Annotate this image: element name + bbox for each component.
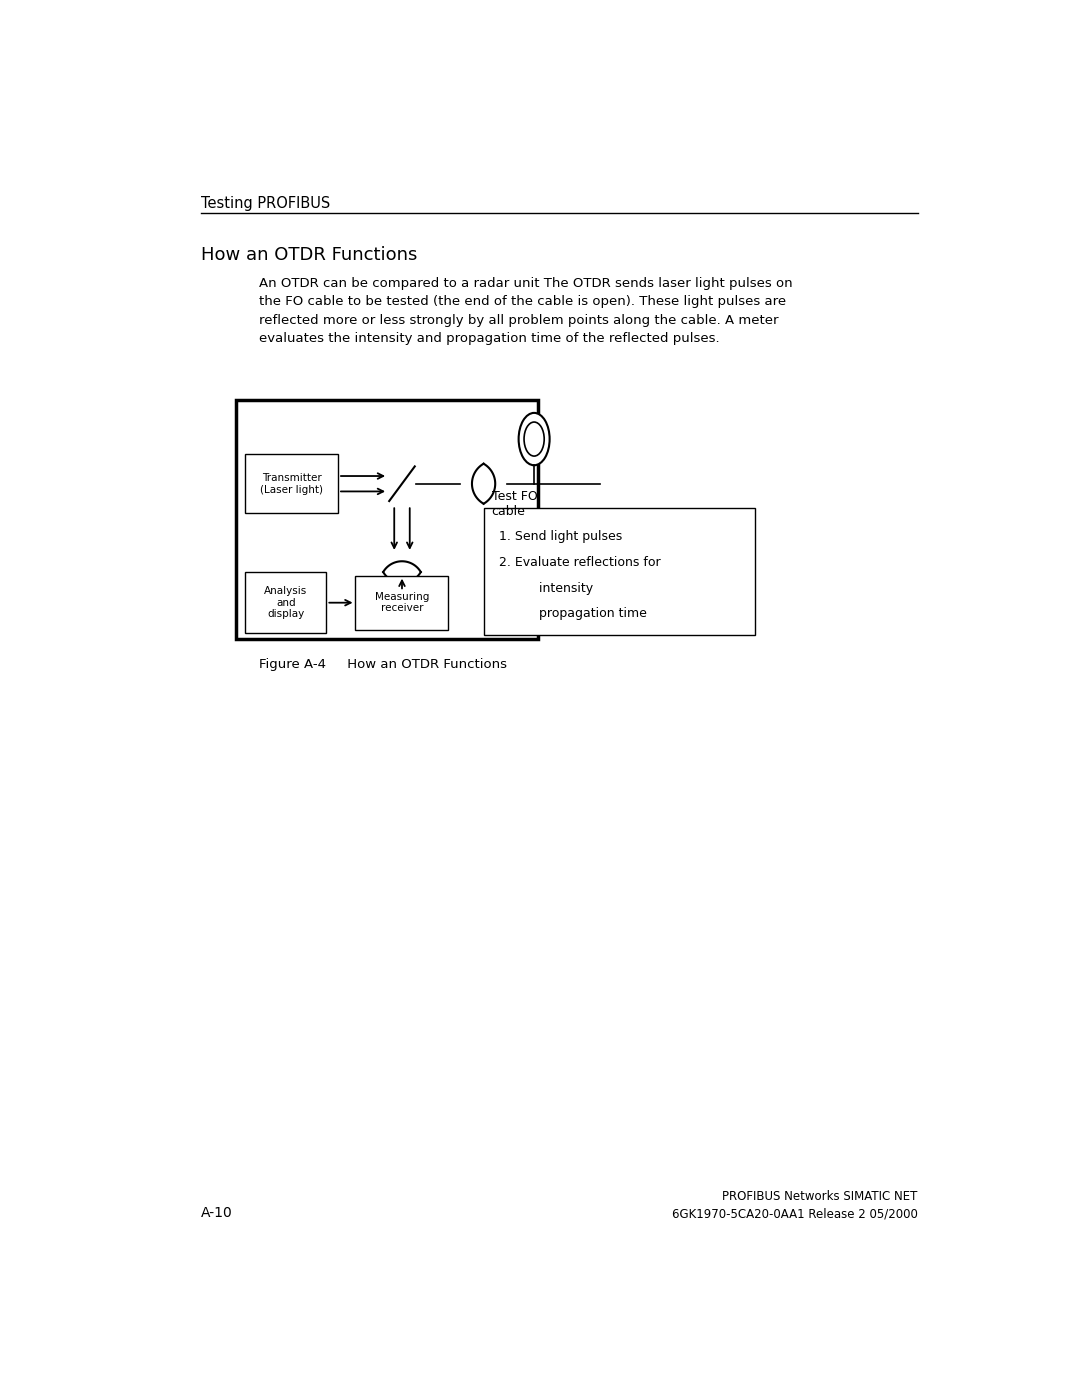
Text: An OTDR can be compared to a radar unit The OTDR sends laser light pulses on
the: An OTDR can be compared to a radar unit … <box>259 277 793 345</box>
Text: How an OTDR Functions: How an OTDR Functions <box>201 246 417 264</box>
Text: propagation time: propagation time <box>518 608 647 620</box>
Text: Testing PROFIBUS: Testing PROFIBUS <box>201 196 330 211</box>
Bar <box>235 400 538 638</box>
Ellipse shape <box>524 422 544 455</box>
Text: Measuring
receiver: Measuring receiver <box>375 592 429 613</box>
Text: intensity: intensity <box>518 583 593 595</box>
Bar <box>245 454 338 513</box>
Text: Test FO
cable: Test FO cable <box>491 490 537 518</box>
Text: Transmitter
(Laser light): Transmitter (Laser light) <box>260 474 323 495</box>
Text: PROFIBUS Networks SIMATIC NET
6GK1970-5CA20-0AA1 Release 2 05/2000: PROFIBUS Networks SIMATIC NET 6GK1970-5C… <box>672 1190 918 1220</box>
Text: 2. Evaluate reflections for: 2. Evaluate reflections for <box>499 556 661 570</box>
Text: Figure A-4     How an OTDR Functions: Figure A-4 How an OTDR Functions <box>259 658 507 671</box>
Text: Analysis
and
display: Analysis and display <box>265 587 308 619</box>
Text: A-10: A-10 <box>201 1206 232 1220</box>
Bar <box>355 576 448 630</box>
Ellipse shape <box>518 414 550 465</box>
Bar <box>245 571 326 633</box>
Text: 1. Send light pulses: 1. Send light pulses <box>499 529 622 542</box>
Bar <box>484 509 755 636</box>
